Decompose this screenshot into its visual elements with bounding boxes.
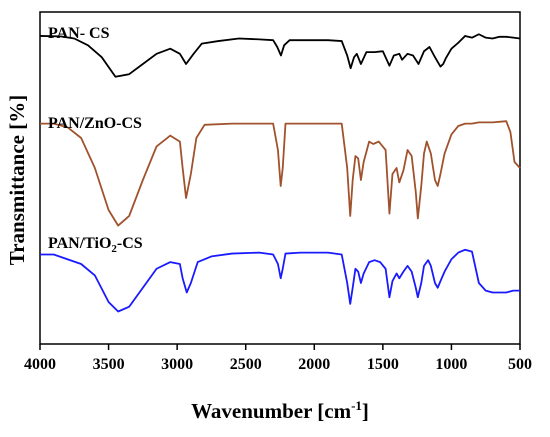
- x-axis-title: Wavenumber [cm-1]: [191, 398, 369, 423]
- x-tick-label: 3000: [161, 356, 193, 373]
- x-tick-label: 500: [508, 356, 532, 373]
- series-label-3: PAN/TiO2-CS: [48, 235, 143, 255]
- x-axis-ticks: [39, 344, 521, 350]
- series-line-3: [40, 248, 520, 313]
- series-group: [39, 33, 521, 313]
- x-tick-label: 1000: [435, 356, 467, 373]
- x-tick-label: 4000: [24, 356, 56, 373]
- series-label-2: PAN/ZnO-CS: [48, 115, 142, 132]
- x-axis-tick-labels: 4000 3500 3000 2500 2000 1500 1000 500: [24, 356, 532, 373]
- y-axis-title: Transmittance [%]: [5, 95, 29, 266]
- x-tick-label: 1500: [367, 356, 399, 373]
- x-tick-label: 3500: [93, 356, 125, 373]
- x-tick-label: 2000: [298, 356, 330, 373]
- series-line-2: [40, 120, 521, 227]
- series-line-1: [39, 33, 521, 78]
- x-axis-title-sup: -1: [351, 398, 362, 413]
- x-tick-label: 2500: [230, 356, 262, 373]
- series-label-1: PAN- CS: [48, 25, 110, 42]
- plot-frame: [39, 11, 521, 345]
- series-labels: PAN- CS PAN/ZnO-CS PAN/TiO2-CS: [48, 25, 143, 255]
